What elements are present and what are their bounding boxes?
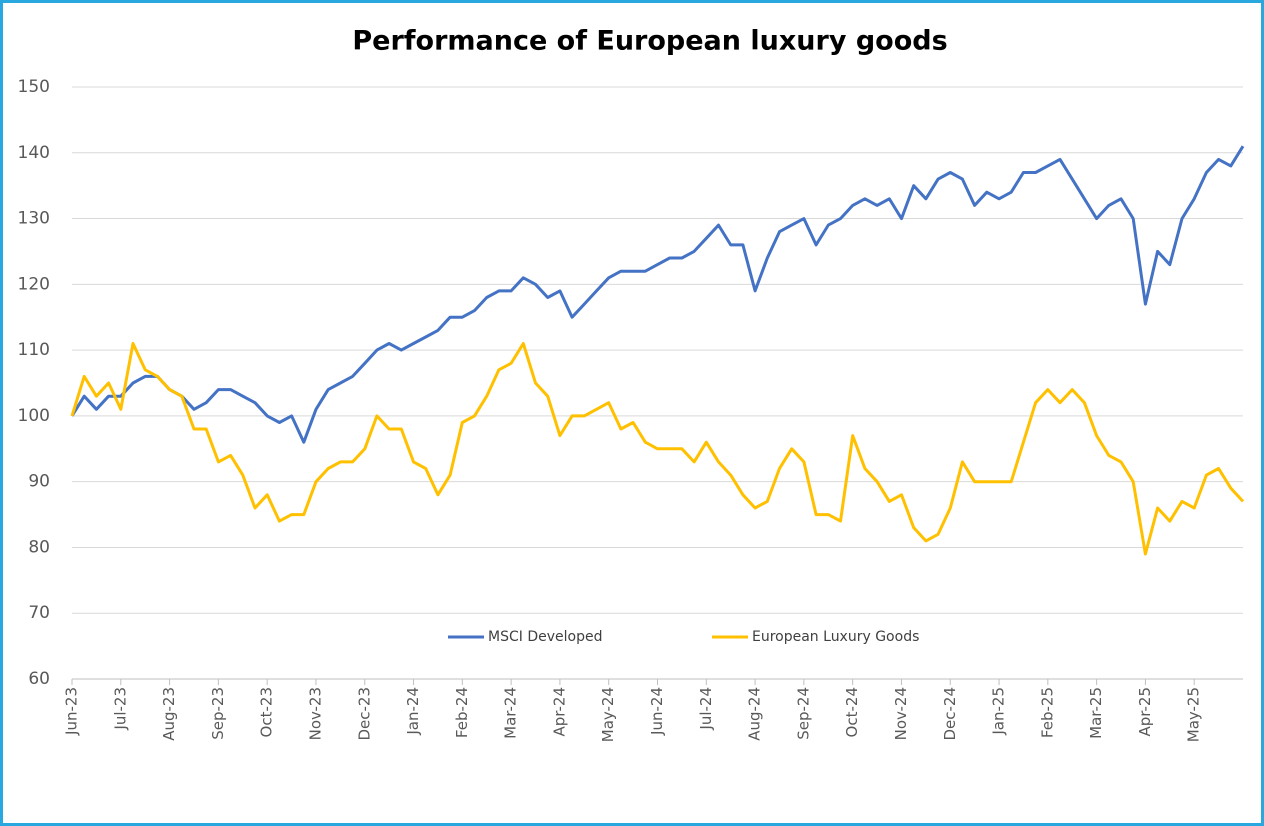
y-tick-label: 80 <box>28 537 50 557</box>
x-tick-label: Feb-25 <box>1038 687 1056 738</box>
chart-title: Performance of European luxury goods <box>352 26 947 57</box>
x-tick-label: Oct-23 <box>258 687 276 737</box>
x-tick-label: Aug-23 <box>160 687 178 741</box>
x-tick-label: Apr-24 <box>550 687 568 737</box>
x-tick-label: Jan-25 <box>990 687 1008 736</box>
line-series <box>70 342 1245 556</box>
x-tick-label: Mar-24 <box>502 687 520 739</box>
x-tick-label: Jan-24 <box>404 687 422 736</box>
x-tick-label: Jun-23 <box>63 687 81 736</box>
y-tick-label: 130 <box>18 209 50 229</box>
y-tick-label: 90 <box>28 472 50 492</box>
y-tick-label: 70 <box>28 603 50 623</box>
y-tick-label: 120 <box>18 274 50 294</box>
x-tick-label: Jul-23 <box>111 687 129 731</box>
x-tick-label: Nov-24 <box>892 687 910 740</box>
y-tick-label: 140 <box>18 143 50 163</box>
x-tick-label: Dec-24 <box>941 687 959 741</box>
x-tick-label: Oct-24 <box>843 687 861 737</box>
y-tick-label: 100 <box>18 406 50 426</box>
x-tick-label: Sep-24 <box>794 687 812 740</box>
legend-label: MSCI Developed <box>488 629 602 645</box>
line-series <box>70 145 1245 444</box>
x-tick-label: Apr-25 <box>1136 687 1154 737</box>
x-tick-label: Mar-25 <box>1087 687 1105 739</box>
y-tick-label: 60 <box>28 669 50 689</box>
y-tick-label: 150 <box>18 77 50 97</box>
x-tick-label: Feb-24 <box>453 687 471 738</box>
x-tick-label: Aug-24 <box>746 687 764 741</box>
x-tick-label: Sep-23 <box>209 687 227 740</box>
x-tick-label: May-25 <box>1185 687 1203 742</box>
y-tick-label: 110 <box>18 340 50 360</box>
x-tick-label: May-24 <box>599 687 617 742</box>
x-tick-label: Jul-24 <box>697 687 715 731</box>
x-tick-label: Dec-23 <box>355 687 373 741</box>
x-tick-label: Jun-24 <box>648 687 666 736</box>
legend-label: European Luxury Goods <box>752 629 919 645</box>
x-tick-label: Nov-23 <box>306 687 324 740</box>
